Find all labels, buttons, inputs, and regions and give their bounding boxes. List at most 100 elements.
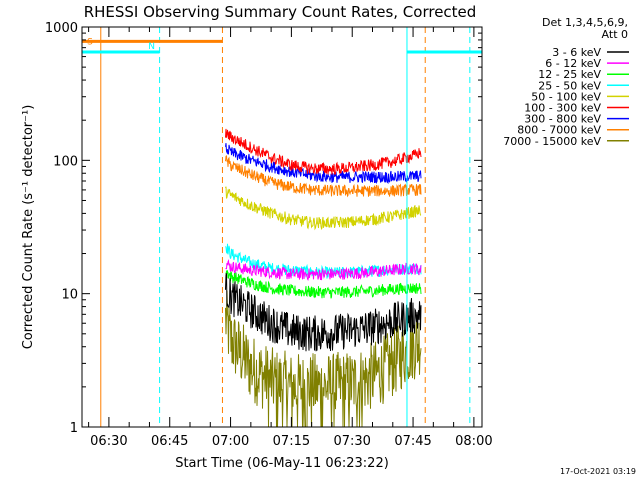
data-point-4-11 xyxy=(421,210,422,211)
x-tick-label-5: 07:45 xyxy=(394,434,431,449)
legend-label-6: 300 - 800 keV xyxy=(524,113,601,126)
data-point-1-0 xyxy=(225,262,226,263)
legend-label-7: 800 - 7000 keV xyxy=(517,124,601,137)
data-point-2-5 xyxy=(311,291,312,292)
legend-header-0: Det 1,3,4,5,6,9, xyxy=(542,16,628,29)
data-point-0-10 xyxy=(413,315,414,316)
data-point-2-1 xyxy=(230,276,231,277)
data-point-8-8 xyxy=(372,376,373,377)
data-point-4-8 xyxy=(372,219,373,220)
data-point-6-1 xyxy=(230,152,231,153)
data-layer xyxy=(225,128,422,428)
data-point-2-9 xyxy=(392,289,393,290)
data-point-4-1 xyxy=(230,194,231,195)
data-point-0-11 xyxy=(421,315,422,316)
x-tick-label-1: 06:45 xyxy=(151,434,188,449)
data-point-8-0 xyxy=(225,318,226,319)
data-point-5-3 xyxy=(271,157,272,158)
data-point-2-11 xyxy=(421,288,422,289)
data-point-2-10 xyxy=(413,288,414,289)
data-point-1-8 xyxy=(372,272,373,273)
chart-title: RHESSI Observing Summary Count Rates, Co… xyxy=(84,3,477,21)
data-point-1-4 xyxy=(291,274,292,275)
data-point-5-4 xyxy=(291,165,292,166)
marker-layer xyxy=(100,27,471,427)
data-point-8-2 xyxy=(250,367,251,368)
series-line-1 xyxy=(225,259,422,282)
data-point-5-2 xyxy=(250,147,251,148)
data-point-1-10 xyxy=(413,268,414,269)
data-point-8-7 xyxy=(352,383,353,384)
data-point-4-2 xyxy=(250,205,251,206)
data-point-1-2 xyxy=(250,270,251,271)
data-point-2-3 xyxy=(271,288,272,289)
data-point-0-8 xyxy=(372,327,373,328)
x-tick-label-3: 07:15 xyxy=(273,434,310,449)
data-point-6-10 xyxy=(413,176,414,177)
data-point-6-7 xyxy=(352,176,353,177)
legend-label-4: 50 - 100 keV xyxy=(531,90,601,103)
data-point-5-6 xyxy=(331,169,332,170)
legend-header-1: Att 0 xyxy=(602,28,628,41)
data-point-1-5 xyxy=(311,274,312,275)
series-line-8 xyxy=(225,290,422,428)
data-point-7-5 xyxy=(311,189,312,190)
data-point-6-4 xyxy=(291,171,292,172)
data-point-8-10 xyxy=(413,346,414,347)
data-point-4-7 xyxy=(352,221,353,222)
data-point-5-5 xyxy=(311,168,312,169)
data-point-2-8 xyxy=(372,290,373,291)
timestamp: 17-Oct-2021 03:19 xyxy=(560,467,636,476)
data-point-4-4 xyxy=(291,219,292,220)
data-point-7-3 xyxy=(271,182,272,183)
data-point-7-8 xyxy=(372,190,373,191)
data-point-1-11 xyxy=(421,270,422,271)
data-point-6-6 xyxy=(331,176,332,177)
data-point-5-10 xyxy=(413,155,414,156)
data-point-2-7 xyxy=(352,291,353,292)
series-0 xyxy=(225,273,422,352)
data-point-6-5 xyxy=(311,175,312,176)
legend-label-5: 100 - 300 keV xyxy=(524,102,601,115)
data-point-0-3 xyxy=(271,323,272,324)
data-point-7-4 xyxy=(291,187,292,188)
data-point-8-3 xyxy=(271,381,272,382)
series-line-6 xyxy=(225,143,422,185)
series-line-2 xyxy=(225,269,422,299)
data-point-7-1 xyxy=(230,165,231,166)
flag-label-0: S xyxy=(87,37,93,47)
data-point-3-1 xyxy=(230,253,231,254)
data-point-7-6 xyxy=(331,190,332,191)
data-point-2-2 xyxy=(250,283,251,284)
y-tick-label-1: 10 xyxy=(61,288,78,303)
series-line-7 xyxy=(225,155,422,198)
data-point-7-10 xyxy=(413,189,414,190)
data-point-7-0 xyxy=(225,160,226,161)
data-point-4-6 xyxy=(331,222,332,223)
plot-frame xyxy=(81,26,483,428)
data-point-6-2 xyxy=(250,160,251,161)
series-line-5 xyxy=(225,128,422,176)
data-point-1-1 xyxy=(230,266,231,267)
data-point-0-2 xyxy=(250,310,251,311)
x-tick-label-4: 07:30 xyxy=(333,434,370,449)
data-point-5-0 xyxy=(225,133,226,134)
y-axis-label: Corrected Count Rate (s⁻¹ detector⁻¹) xyxy=(21,105,36,350)
data-point-6-8 xyxy=(372,176,373,177)
legend-label-0: 3 - 6 keV xyxy=(552,46,601,59)
data-point-6-11 xyxy=(421,176,422,177)
series-6 xyxy=(225,143,422,185)
data-point-5-1 xyxy=(230,136,231,137)
data-point-3-0 xyxy=(225,245,226,246)
legend-label-2: 12 - 25 keV xyxy=(538,68,601,81)
x-tick-label-6: 08:00 xyxy=(455,434,492,449)
data-point-0-4 xyxy=(291,331,292,332)
data-point-8-11 xyxy=(421,339,422,340)
data-point-3-3 xyxy=(271,268,272,269)
data-point-0-7 xyxy=(352,330,353,331)
series-4 xyxy=(225,186,422,231)
series-2 xyxy=(225,269,422,299)
